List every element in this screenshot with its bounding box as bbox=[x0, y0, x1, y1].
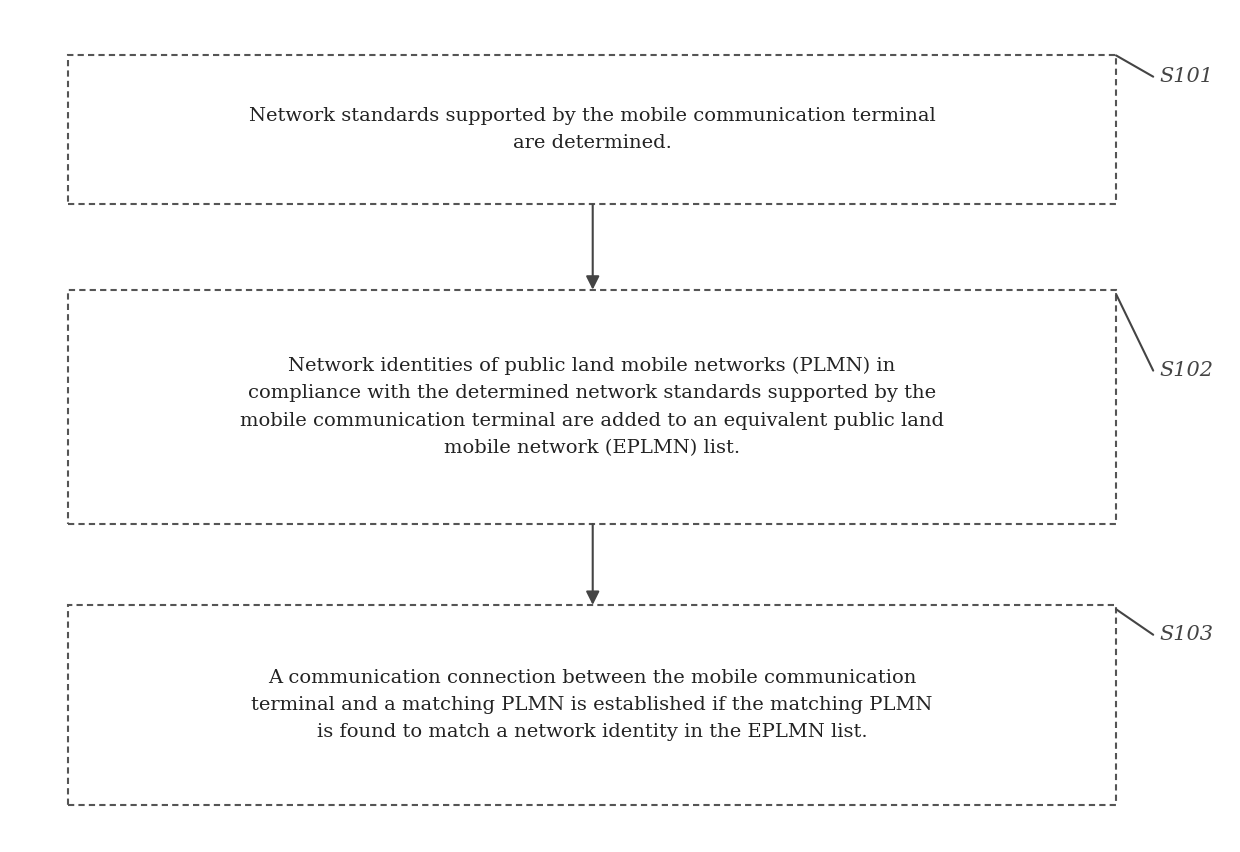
Bar bbox=[68, 55, 1116, 204]
Bar bbox=[68, 605, 1116, 805]
Text: Network standards supported by the mobile communication terminal
are determined.: Network standards supported by the mobil… bbox=[249, 107, 935, 153]
Text: A communication connection between the mobile communication
terminal and a match: A communication connection between the m… bbox=[252, 669, 932, 741]
Text: S101: S101 bbox=[1159, 67, 1214, 86]
Text: Network identities of public land mobile networks (PLMN) in
compliance with the : Network identities of public land mobile… bbox=[241, 357, 944, 457]
Text: S103: S103 bbox=[1159, 625, 1214, 644]
Bar bbox=[68, 290, 1116, 524]
Text: S102: S102 bbox=[1159, 361, 1214, 380]
